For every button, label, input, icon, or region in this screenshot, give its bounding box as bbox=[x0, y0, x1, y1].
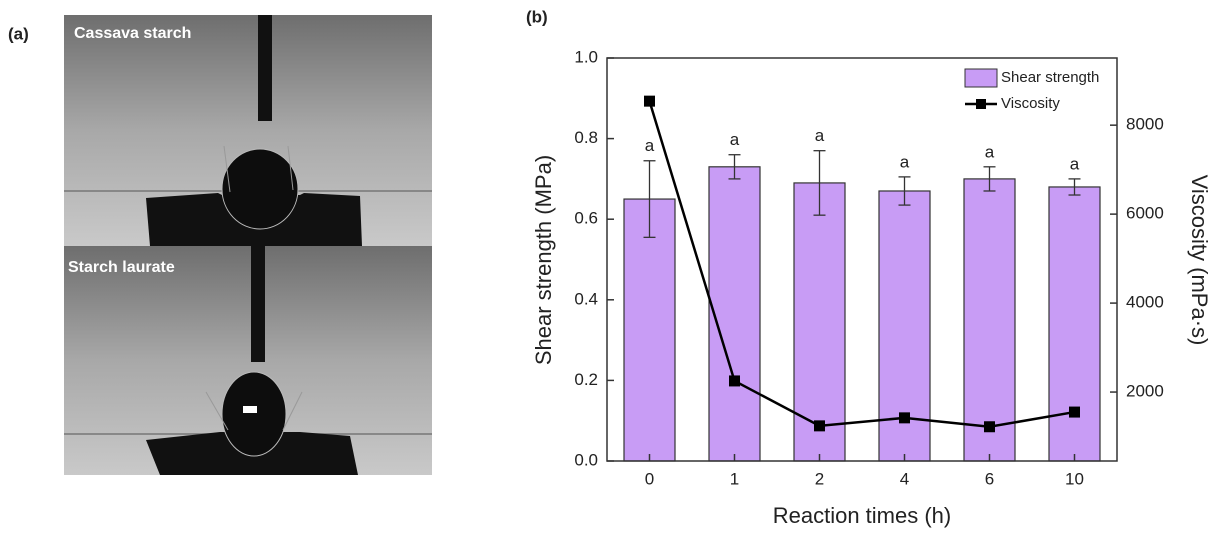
error-bar bbox=[728, 154, 741, 180]
legend-swatch bbox=[964, 68, 998, 88]
error-bar bbox=[983, 166, 996, 192]
plot-frame bbox=[606, 57, 1118, 462]
marker bbox=[814, 420, 825, 432]
y2-tick-label: 8000 bbox=[1126, 115, 1164, 134]
x-tick-label: 6 bbox=[985, 469, 994, 488]
droplet bbox=[221, 371, 287, 457]
bar bbox=[793, 182, 846, 462]
y-tick-label: 0.4 bbox=[574, 289, 598, 308]
marker bbox=[644, 95, 655, 107]
significance-letter: a bbox=[985, 142, 995, 161]
x-tick-label: 0 bbox=[645, 469, 654, 488]
marker bbox=[729, 375, 740, 387]
error-bar bbox=[898, 176, 911, 206]
tangent bbox=[287, 145, 294, 191]
marker bbox=[899, 412, 910, 424]
line bbox=[648, 100, 1075, 429]
legend-label: Shear strength bbox=[1001, 69, 1099, 86]
x-tick-label: 10 bbox=[1065, 469, 1084, 488]
tangent bbox=[282, 391, 303, 431]
y-axis-title: Shear strength (MPa) bbox=[531, 155, 556, 365]
marker bbox=[1069, 406, 1080, 418]
bar bbox=[708, 166, 761, 462]
y2-tick-label: 2000 bbox=[1126, 382, 1164, 401]
significance-letter: a bbox=[1070, 154, 1080, 173]
x-axis-title: Reaction times (h) bbox=[773, 503, 952, 528]
bar bbox=[623, 198, 676, 462]
tangent bbox=[205, 391, 229, 431]
error-bar bbox=[1068, 178, 1081, 196]
y-tick-label: 0.2 bbox=[574, 370, 598, 389]
legend-label: Viscosity bbox=[1001, 95, 1060, 112]
y2-tick-label: 4000 bbox=[1126, 293, 1164, 312]
reflection bbox=[243, 406, 257, 413]
y2-tick-label: 6000 bbox=[1126, 204, 1164, 223]
x-tick-label: 4 bbox=[900, 469, 909, 488]
x-tick-label: 2 bbox=[815, 469, 824, 488]
droplet bbox=[221, 148, 299, 230]
error-bar bbox=[813, 150, 826, 216]
x-tick-label: 1 bbox=[730, 469, 739, 488]
needle bbox=[251, 246, 265, 362]
y-tick-label: 0.0 bbox=[574, 450, 598, 469]
y-tick-label: 1.0 bbox=[574, 47, 598, 66]
y-tick-label: 0.6 bbox=[574, 209, 598, 228]
y-tick-label: 0.8 bbox=[574, 128, 598, 147]
photo-label: Cassava starch bbox=[74, 25, 191, 42]
tangent bbox=[223, 145, 231, 193]
significance-letter: a bbox=[730, 130, 740, 149]
significance-letter: a bbox=[815, 126, 825, 145]
significance-letter: a bbox=[900, 152, 910, 171]
photo-label: Starch laurate bbox=[68, 259, 175, 276]
panel-label: (a) bbox=[8, 24, 29, 43]
bar bbox=[1048, 186, 1101, 462]
legend-swatch bbox=[976, 99, 986, 109]
significance-letter: a bbox=[645, 136, 655, 155]
photo-panel: Cassava starch Starch laurate bbox=[64, 15, 432, 475]
marker bbox=[984, 421, 995, 433]
bar bbox=[963, 178, 1016, 462]
needle bbox=[258, 15, 272, 121]
y2-axis-title: Viscosity (mPa·s) bbox=[1187, 175, 1212, 346]
panel-label: (b) bbox=[526, 7, 548, 26]
error-bar bbox=[643, 160, 656, 238]
